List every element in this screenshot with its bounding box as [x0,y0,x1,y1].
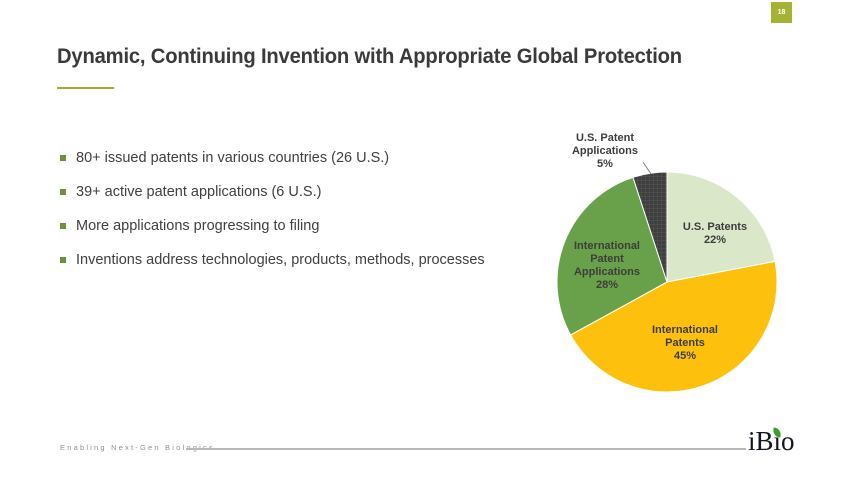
bullet-marker [60,257,66,263]
pie-label-pct: 5% [597,157,613,170]
bullet-text: More applications progressing to filing [76,218,320,234]
bullet-marker [60,155,66,161]
bullet-text: 80+ issued patents in various countries … [76,150,390,166]
slide-title: Dynamic, Continuing Invention with Appro… [57,44,682,68]
pie-slice-2 [556,176,668,336]
pie-label-international-patents: International Patents 45% [633,324,737,363]
pie-label-text: International Patent Applications [573,240,640,278]
footer-tagline: Enabling Next-Gen Biologics [60,443,215,452]
bullet-item: Inventions address technologies, product… [60,251,580,269]
pie-label-pct: 22% [703,233,727,246]
pie-label-text: International Patents [651,324,718,349]
label-leader-line [642,161,652,175]
pie-label-pct: 45% [673,349,697,362]
bullet-item: More applications progressing to filing [60,217,580,235]
bullet-item: 39+ active patent applications (6 U.S.) [60,183,580,201]
ibio-logo-text: iBio [748,426,795,456]
pie-label-us-patents: U.S. Patents 22% [665,221,765,247]
bullet-text: Inventions address technologies, product… [76,252,485,268]
pie-slice-0 [666,171,776,283]
page-number-badge: 18 [771,2,792,23]
pie-slice-1 [569,260,778,393]
bullet-marker [60,223,66,229]
ibio-logo: iBio [748,426,795,457]
pie-slice-3 [632,171,668,283]
title-underline [57,87,114,89]
bullet-marker [60,189,66,195]
page-number: 18 [777,9,786,16]
pie-label-pct: 28% [595,278,619,291]
bullet-item: 80+ issued patents in various countries … [60,149,580,167]
pie-label-text: U.S. Patents [682,221,748,233]
pie-label-us-patent-applications: U.S. Patent Applications 5% [553,132,657,171]
pie-label-text: U.S. Patent Applications [571,132,638,157]
patent-pie-chart: U.S. Patents 22% International Patents 4… [545,128,845,413]
pie-label-international-patent-applications: International Patent Applications 28% [559,240,655,292]
bullet-list: 80+ issued patents in various countries … [60,149,580,285]
pie-svg [556,161,778,393]
footer-divider-line [186,448,746,450]
bullet-text: 39+ active patent applications (6 U.S.) [76,184,322,200]
